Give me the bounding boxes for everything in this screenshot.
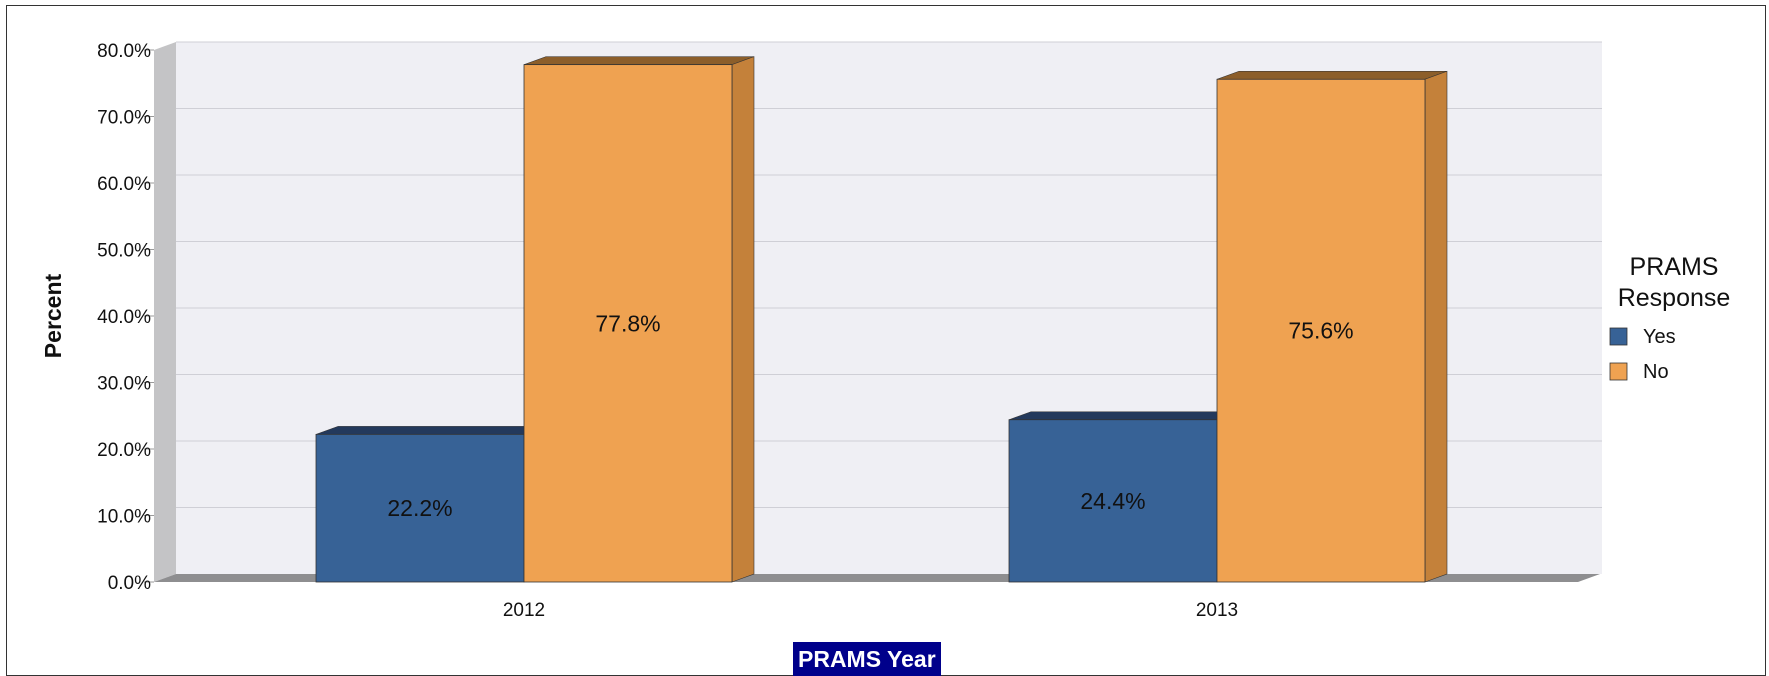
y-tick-label: 30.0% (97, 374, 151, 395)
y-axis-title: Percent (40, 273, 66, 358)
y-tick-label: 60.0% (97, 174, 151, 195)
y-tick-label: 20.0% (97, 440, 151, 461)
y-tick-label: 40.0% (97, 307, 151, 328)
x-tick-label: 2013 (1196, 600, 1238, 621)
legend-label-yes: Yes (1643, 326, 1676, 348)
data-label: 75.6% (1288, 318, 1353, 344)
bar-yes-2013 (1008, 419, 1218, 583)
bar-top-yes-2013 (1008, 411, 1240, 421)
bar-no-2012 (523, 64, 733, 583)
y-tick-label: 80.0% (97, 41, 151, 62)
data-label: 24.4% (1080, 488, 1145, 514)
bar-top-no-2013 (1216, 70, 1448, 80)
legend-title: PRAMS (1630, 253, 1719, 281)
legend-swatch-no (1609, 362, 1628, 381)
x-axis-title: PRAMS Year (793, 642, 941, 676)
bar-side-no-2013 (1424, 70, 1448, 583)
bar-top-no-2012 (523, 56, 755, 65)
y-tick-label: 10.0% (97, 507, 151, 528)
bar-no-2013 (1216, 78, 1426, 583)
bar-top-yes-2012 (315, 426, 547, 435)
data-label: 77.8% (595, 310, 660, 336)
y-tick-label: 0.0% (108, 573, 151, 594)
x-tick-label: 2012 (503, 600, 545, 621)
y-tick-label: 70.0% (97, 108, 151, 129)
plot-left-wall (154, 42, 176, 582)
legend-swatch-yes (1609, 327, 1628, 346)
legend-label-no: No (1643, 361, 1669, 383)
bar-side-no-2012 (731, 56, 755, 583)
bar-yes-2012 (315, 433, 525, 583)
data-label: 22.2% (387, 495, 452, 521)
legend-title: Response (1618, 284, 1731, 312)
y-tick-label: 50.0% (97, 241, 151, 262)
